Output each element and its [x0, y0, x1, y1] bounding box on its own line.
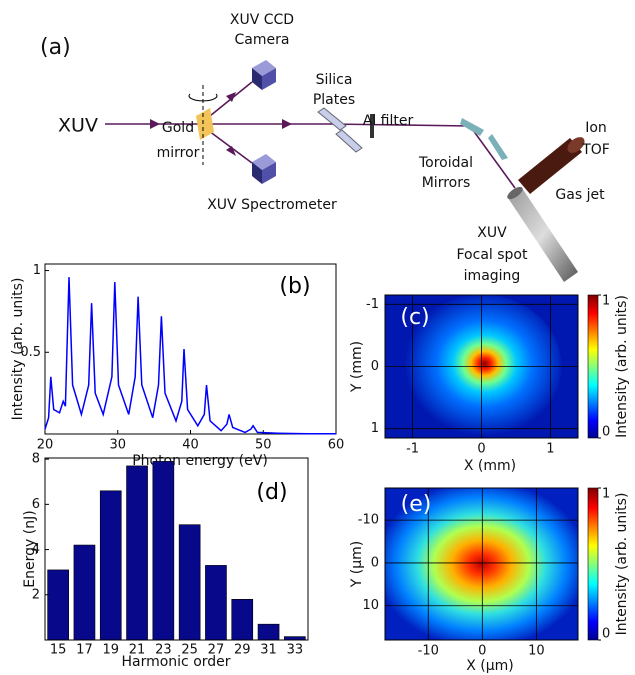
x-tick-label: 0 [478, 644, 486, 659]
y-tick-label: 0 [371, 359, 379, 374]
x-tick-label: 1 [546, 442, 554, 457]
x-tick-label: 60 [328, 438, 345, 453]
y-axis-label: Y (mm) [349, 341, 365, 393]
al-filter [370, 114, 374, 138]
x-tick-label: 25 [181, 643, 198, 658]
bar [178, 524, 201, 641]
colorbar-tick-label: 0 [602, 627, 610, 642]
colorbar [587, 294, 599, 439]
spectrum-line [44, 277, 336, 435]
y-tick-label: -1 [366, 297, 379, 312]
ccd-camera [252, 60, 276, 90]
x-axis-label: Harmonic order [121, 654, 230, 670]
y-tick-label: 1 [33, 263, 41, 278]
panel-label: (d) [256, 480, 287, 505]
x-tick-label: 30 [109, 438, 126, 453]
x-tick-label: 17 [76, 643, 93, 658]
bar [257, 623, 280, 641]
y-tick-label: 0 [371, 555, 379, 570]
y-axis-label: Energy (nJ) [22, 510, 38, 587]
y-tick-label: 0.5 [20, 345, 41, 360]
toroidal-mirrors [460, 118, 508, 160]
x-tick-label: 31 [260, 643, 277, 658]
colorbar-label: Intensity (arb. units) [614, 295, 630, 438]
colorbar-tick-label: 1 [602, 487, 610, 502]
bar [99, 490, 122, 641]
diagram-label: XUV [477, 225, 507, 241]
x-tick-label: 40 [182, 438, 199, 453]
panel-label: (a) [40, 35, 71, 60]
diagram-label: Mirrors [422, 175, 471, 191]
diagram-label: mirror [157, 145, 200, 161]
y-tick-label: 10 [362, 598, 379, 613]
bar [152, 461, 175, 641]
x-tick-label: 10 [528, 644, 545, 659]
y-tick-label: 4 [32, 542, 40, 557]
colorbar-label: Intensity (arb. units) [614, 493, 630, 636]
diagram-label: Al filter [363, 113, 414, 129]
plot-frame [384, 294, 579, 439]
x-tick-label: 20 [37, 438, 54, 453]
plot-frame [384, 487, 579, 641]
spectrometer [252, 154, 276, 184]
imaging-tube [507, 186, 578, 282]
diagram-label: XUV CCD [230, 12, 294, 28]
diagram-label: XUV [58, 115, 98, 137]
panel-label: (e) [401, 492, 432, 517]
x-tick-label: 21 [129, 643, 146, 658]
bar [47, 569, 69, 641]
colorbar-tick-label: 1 [602, 294, 610, 309]
x-tick-label: 29 [234, 643, 251, 658]
x-tick-label: 23 [155, 643, 172, 658]
diagram-label: Gas jet [555, 187, 605, 203]
x-tick-label: 19 [102, 643, 119, 658]
colorbar [587, 487, 599, 641]
x-axis-label: X (mm) [464, 458, 516, 474]
diagram-label: imaging [464, 268, 521, 284]
x-tick-label: 50 [255, 438, 272, 453]
plot-frame [44, 457, 309, 641]
x-axis-label: X (µm) [466, 658, 514, 674]
bar [284, 636, 306, 641]
arrows [150, 92, 292, 156]
x-tick-label: 33 [287, 643, 304, 658]
y-axis-label: Intensity (arb. units) [10, 278, 26, 421]
bar [126, 465, 148, 641]
bar [205, 565, 227, 641]
y-tick-label: -10 [358, 513, 379, 528]
y-axis-label: Y (µm) [349, 541, 365, 588]
y-tick-label: 2 [32, 587, 40, 602]
diagram-label: Camera [235, 32, 290, 48]
focal-spot [385, 488, 578, 640]
x-tick-label: 0 [477, 442, 485, 457]
rotation-arrow [188, 93, 218, 102]
diagram-label: Gold [162, 120, 194, 136]
gold-mirror [196, 108, 214, 140]
bar [73, 544, 96, 641]
ion-tof [518, 137, 585, 194]
diagram-label: TOF [581, 142, 610, 158]
diagram-label: Ion [585, 120, 607, 136]
y-tick-label: 1 [371, 421, 379, 436]
bar [231, 599, 254, 641]
diagram-label: Focal spot [457, 247, 528, 263]
y-tick-label: 8 [32, 452, 40, 467]
x-tick-label: -1 [406, 442, 419, 457]
x-tick-label: 15 [50, 643, 67, 658]
colorbar-tick-label: 0 [602, 425, 610, 440]
diagram-label: XUV Spectrometer [207, 197, 337, 213]
silica-plates [317, 107, 363, 153]
setup-diagram: (a) [40, 35, 585, 282]
y-tick-label: 6 [32, 497, 40, 512]
diagram-label: Plates [313, 92, 355, 108]
panel-label: (b) [279, 274, 310, 299]
diagram-label: Silica [316, 72, 353, 88]
diagram-label: Toroidal [418, 155, 473, 171]
x-tick-label: -10 [418, 644, 439, 659]
panel-label: (c) [400, 305, 429, 330]
beam [105, 81, 516, 189]
x-tick-label: 27 [208, 643, 225, 658]
